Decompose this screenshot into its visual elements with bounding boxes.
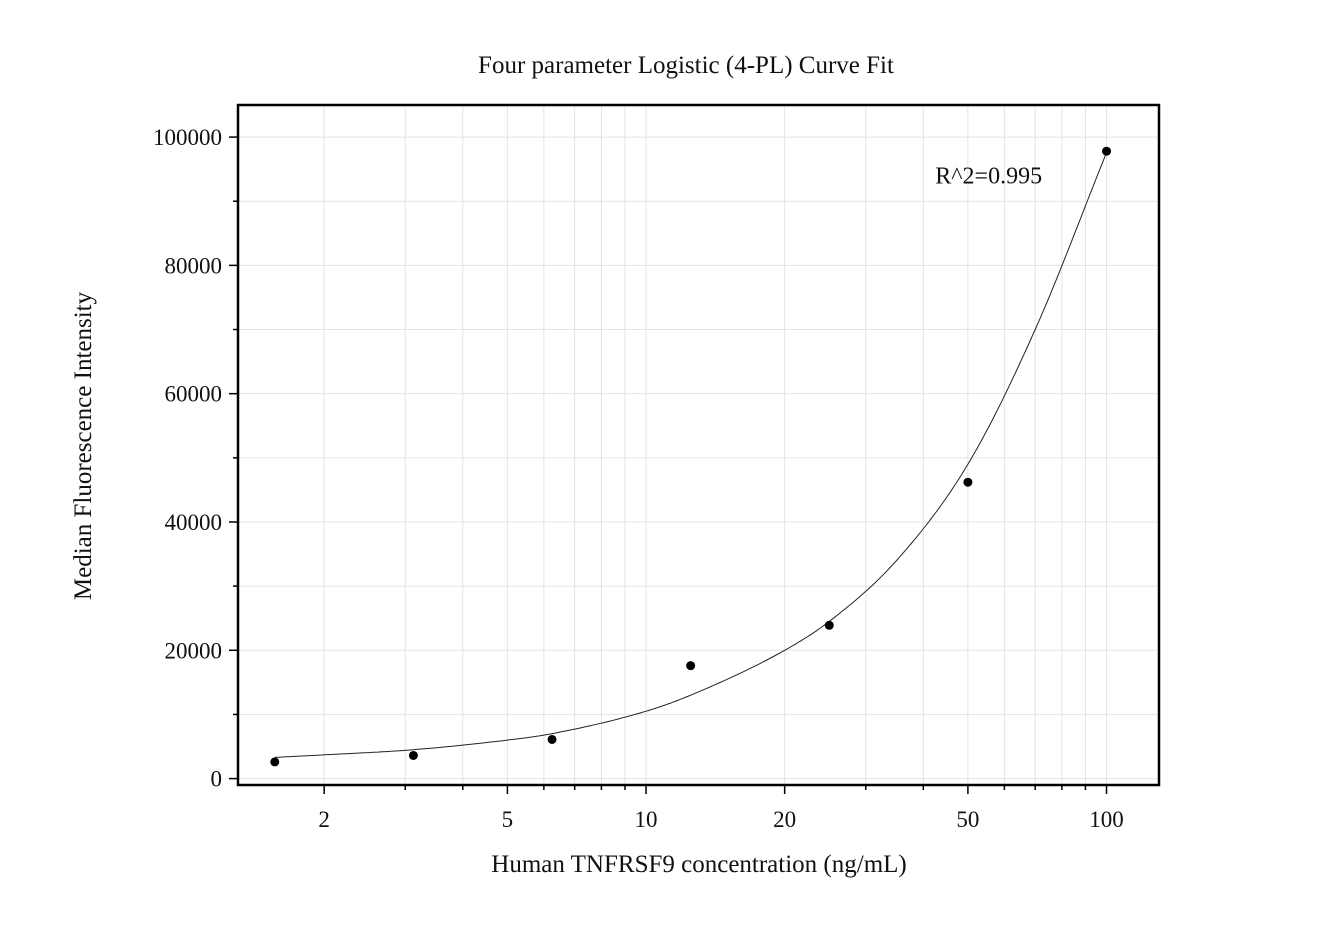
x-tick-label: 100 bbox=[1089, 807, 1124, 832]
x-tick-label: 20 bbox=[773, 807, 796, 832]
data-points bbox=[270, 146, 1112, 767]
y-tick-label: 100000 bbox=[153, 125, 222, 150]
annotations: R^2=0.995 bbox=[935, 164, 1042, 190]
grid bbox=[238, 105, 1159, 785]
y-tick-label: 20000 bbox=[165, 638, 223, 663]
x-tick-labels: 2 5 10 20 50 100 bbox=[318, 807, 1123, 832]
data-point bbox=[270, 757, 280, 767]
x-tick-label: 5 bbox=[502, 807, 514, 832]
x-tick-label: 50 bbox=[956, 807, 979, 832]
x-axis-label: Human TNFRSF9 concentration (ng/mL) bbox=[491, 851, 906, 878]
data-point bbox=[408, 750, 418, 760]
y-tick-label: 60000 bbox=[165, 382, 223, 407]
data-point bbox=[547, 734, 557, 744]
y-tick-labels: 0 20000 40000 60000 80000 100000 bbox=[153, 125, 222, 792]
axis-ticks bbox=[229, 136, 1108, 794]
data-point bbox=[963, 477, 973, 487]
data-point bbox=[824, 620, 834, 630]
data-point bbox=[1102, 146, 1112, 156]
chart-title: Four parameter Logistic (4-PL) Curve Fit bbox=[478, 52, 894, 79]
x-tick-label: 2 bbox=[318, 807, 330, 832]
plot-frame bbox=[236, 103, 1161, 787]
y-axis-label: Median Fluorescence Intensity bbox=[70, 291, 97, 600]
x-tick-label: 10 bbox=[635, 807, 658, 832]
y-tick-label: 80000 bbox=[165, 253, 223, 278]
y-tick-label: 0 bbox=[211, 767, 223, 792]
fit-curve bbox=[274, 152, 1107, 758]
r-squared-annotation: R^2=0.995 bbox=[935, 164, 1042, 190]
data-point bbox=[686, 661, 696, 671]
y-tick-label: 40000 bbox=[165, 510, 223, 535]
